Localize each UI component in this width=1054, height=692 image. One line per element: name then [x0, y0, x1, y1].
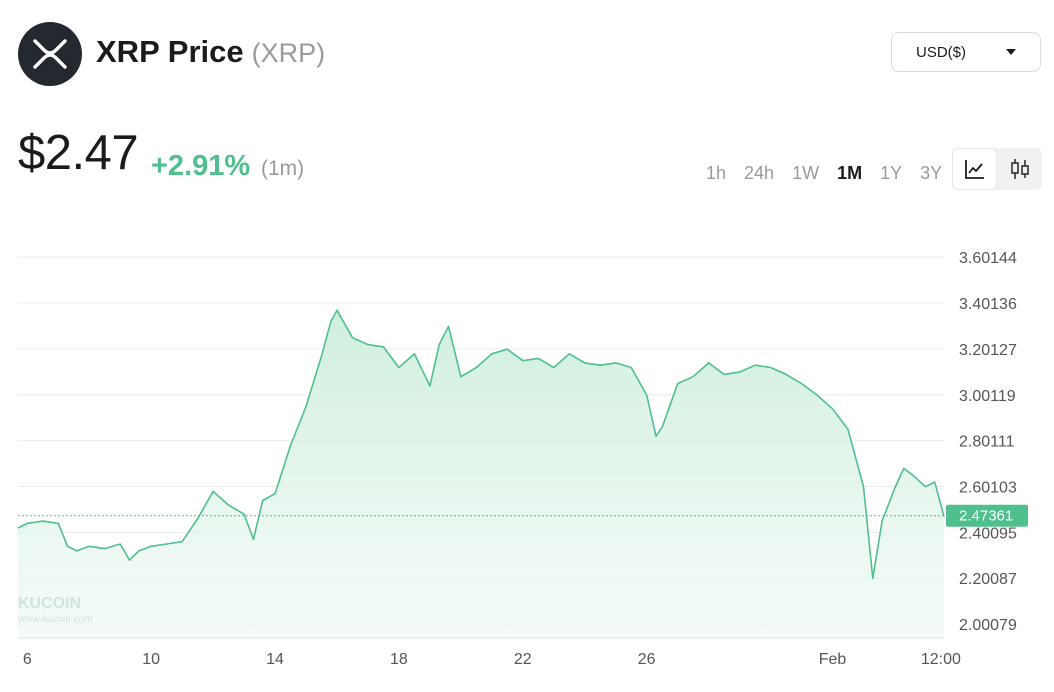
change-period: (1m): [261, 157, 305, 180]
price-change: +2.91%: [151, 150, 251, 182]
current-price-tag-label: 2.47361: [959, 508, 1013, 525]
x-tick-label: 22: [514, 651, 532, 668]
watermark-url: www.kucoin.com: [17, 614, 92, 625]
y-tick-label: 2.60103: [959, 479, 1017, 496]
line-chart-button[interactable]: [952, 148, 997, 190]
x-tick-label: 26: [638, 651, 656, 668]
time-range-tabs: 1h 24h 1W 1M 1Y 3Y: [706, 163, 942, 184]
range-tab-1w[interactable]: 1W: [792, 163, 820, 183]
x-tick-label: 12:00: [921, 651, 961, 668]
xrp-logo-icon: [18, 22, 82, 86]
chart-type-toggle: [952, 148, 1042, 190]
candlestick-icon: [1010, 159, 1029, 179]
price-chart: 3.60144 3.40136 3.20127 3.00119 2.80111 2.601…: [17, 250, 1028, 668]
y-tick-label: 3.20127: [959, 342, 1017, 359]
current-price: $2.47: [18, 126, 139, 180]
x-axis-labels: 6 10 14 18 22 26 Feb 12:00: [23, 651, 961, 668]
x-tick-label: Feb: [819, 651, 847, 668]
series-area: [18, 310, 944, 638]
candlestick-chart-button[interactable]: [997, 148, 1042, 190]
y-axis-labels: 3.60144 3.40136 3.20127 3.00119 2.80111 2.601…: [959, 250, 1017, 634]
coin-ticker: (XRP): [251, 38, 326, 68]
x-tick-label: 6: [23, 651, 32, 668]
y-tick-label: 3.00119: [959, 388, 1016, 405]
range-tab-3y[interactable]: 3Y: [920, 163, 943, 183]
coin-name: XRP Price: [96, 34, 244, 69]
x-tick-label: 14: [266, 651, 284, 668]
caret-down-icon: [1006, 49, 1016, 55]
y-tick-label: 3.60144: [959, 250, 1017, 267]
y-tick-label: 3.40136: [959, 296, 1017, 313]
currency-label: USD($): [916, 43, 967, 61]
y-tick-label: 2.20087: [959, 571, 1017, 588]
range-tab-1y[interactable]: 1Y: [880, 163, 903, 183]
x-tick-label: 18: [390, 651, 408, 668]
range-tab-24h[interactable]: 24h: [744, 163, 775, 183]
page-title: XRP Price (XRP): [96, 34, 325, 70]
series-line: [17, 309, 945, 580]
currency-select[interactable]: USD($): [891, 32, 1041, 72]
range-tab-1h[interactable]: 1h: [706, 163, 727, 183]
current-price-tag: 2.47361: [946, 504, 1028, 527]
line-chart-icon: [964, 160, 984, 179]
watermark-brand: KUCOIN: [18, 595, 81, 612]
range-tab-1m[interactable]: 1M: [837, 163, 863, 183]
y-tick-label: 2.40095: [959, 525, 1017, 542]
x-tick-label: 10: [142, 651, 160, 668]
watermark: KUCOIN www.kucoin.com: [17, 595, 92, 625]
y-tick-label: 2.80111: [959, 434, 1015, 451]
y-tick-label: 2.00079: [959, 617, 1017, 634]
